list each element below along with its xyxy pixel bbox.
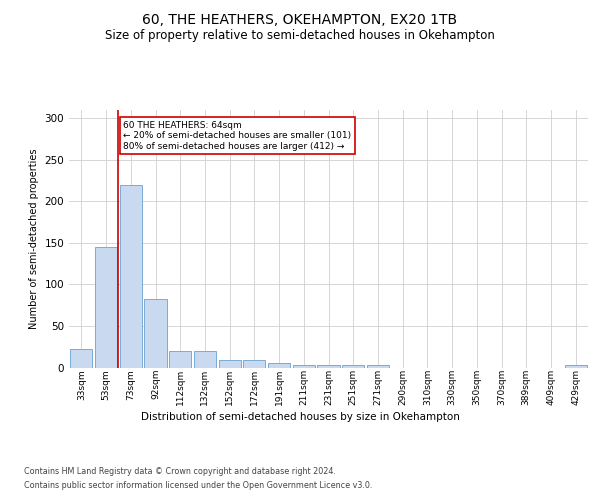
- Text: 60, THE HEATHERS, OKEHAMPTON, EX20 1TB: 60, THE HEATHERS, OKEHAMPTON, EX20 1TB: [142, 12, 458, 26]
- Y-axis label: Number of semi-detached properties: Number of semi-detached properties: [29, 148, 39, 329]
- Text: 60 THE HEATHERS: 64sqm
← 20% of semi-detached houses are smaller (101)
80% of se: 60 THE HEATHERS: 64sqm ← 20% of semi-det…: [124, 121, 352, 150]
- Bar: [293, 365, 315, 368]
- Bar: [119, 185, 142, 368]
- Bar: [367, 365, 389, 368]
- Bar: [70, 349, 92, 368]
- Bar: [218, 360, 241, 368]
- Bar: [565, 365, 587, 368]
- Bar: [342, 365, 364, 368]
- Bar: [169, 351, 191, 368]
- Text: Distribution of semi-detached houses by size in Okehampton: Distribution of semi-detached houses by …: [140, 412, 460, 422]
- Bar: [145, 300, 167, 368]
- Text: Contains public sector information licensed under the Open Government Licence v3: Contains public sector information licen…: [24, 481, 373, 490]
- Bar: [243, 360, 265, 368]
- Bar: [95, 247, 117, 368]
- Bar: [317, 365, 340, 368]
- Bar: [268, 362, 290, 368]
- Text: Size of property relative to semi-detached houses in Okehampton: Size of property relative to semi-detach…: [105, 29, 495, 42]
- Bar: [194, 351, 216, 368]
- Text: Contains HM Land Registry data © Crown copyright and database right 2024.: Contains HM Land Registry data © Crown c…: [24, 468, 336, 476]
